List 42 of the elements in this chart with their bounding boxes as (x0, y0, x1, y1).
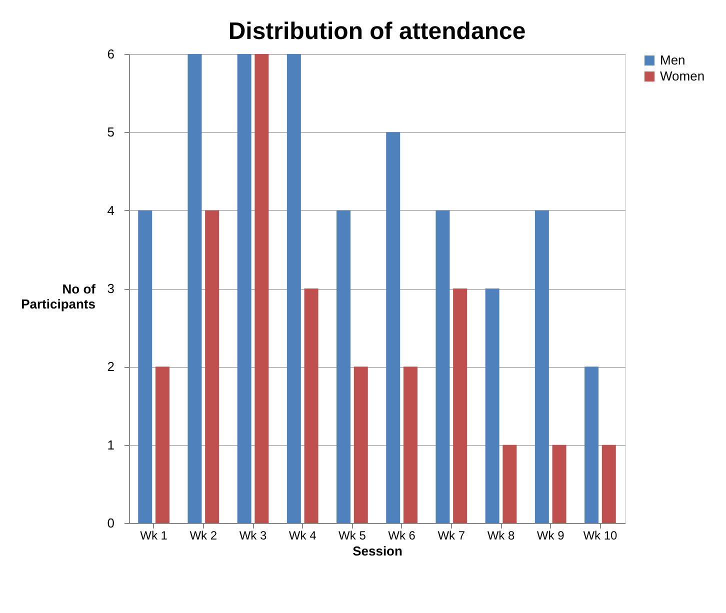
x-tick-label: Wk 2 (190, 528, 218, 542)
x-tick-label: Wk 1 (140, 528, 168, 542)
y-tick-label: 4 (107, 202, 114, 218)
bar (205, 210, 220, 523)
x-tick-label: Wk 9 (536, 528, 565, 542)
x-axis-title: Session (352, 544, 402, 558)
y-tick-label: 5 (107, 124, 114, 140)
y-tick-label: 1 (107, 437, 114, 452)
legend-label: Women (660, 68, 705, 84)
bar (552, 444, 566, 523)
bar (534, 210, 549, 523)
y-tick-label: 6 (107, 46, 114, 62)
x-tick-label: Wk 8 (487, 528, 515, 542)
y-tick-label: 2 (107, 359, 114, 374)
bar (502, 444, 517, 523)
bar (485, 288, 500, 523)
x-tick-label: Wk 4 (288, 528, 317, 542)
chart-title: Distribution of attendance (228, 18, 526, 45)
bar (403, 366, 418, 523)
bar (436, 210, 450, 523)
bar (453, 288, 468, 523)
x-tick-label: Wk 5 (338, 528, 366, 542)
y-tick-label: 3 (107, 281, 114, 296)
legend-label: Men (660, 52, 686, 68)
bar (155, 366, 170, 523)
bar (254, 54, 269, 523)
bar (354, 366, 368, 523)
x-tick-label: Wk 7 (438, 528, 466, 542)
y-tick-label: 0 (107, 516, 114, 530)
bar (584, 366, 599, 523)
x-tick-label: Wk 6 (388, 528, 416, 542)
x-tick-label: Wk 10 (583, 528, 618, 542)
bar (304, 288, 318, 523)
bar (138, 210, 152, 523)
y-axis-title: No of Participants (21, 282, 96, 312)
bar (188, 54, 202, 523)
bar (602, 444, 616, 523)
bar (286, 54, 301, 523)
bar (237, 54, 252, 523)
x-tick-label: Wk 3 (239, 528, 267, 542)
bar (336, 210, 351, 523)
bar (386, 132, 400, 523)
